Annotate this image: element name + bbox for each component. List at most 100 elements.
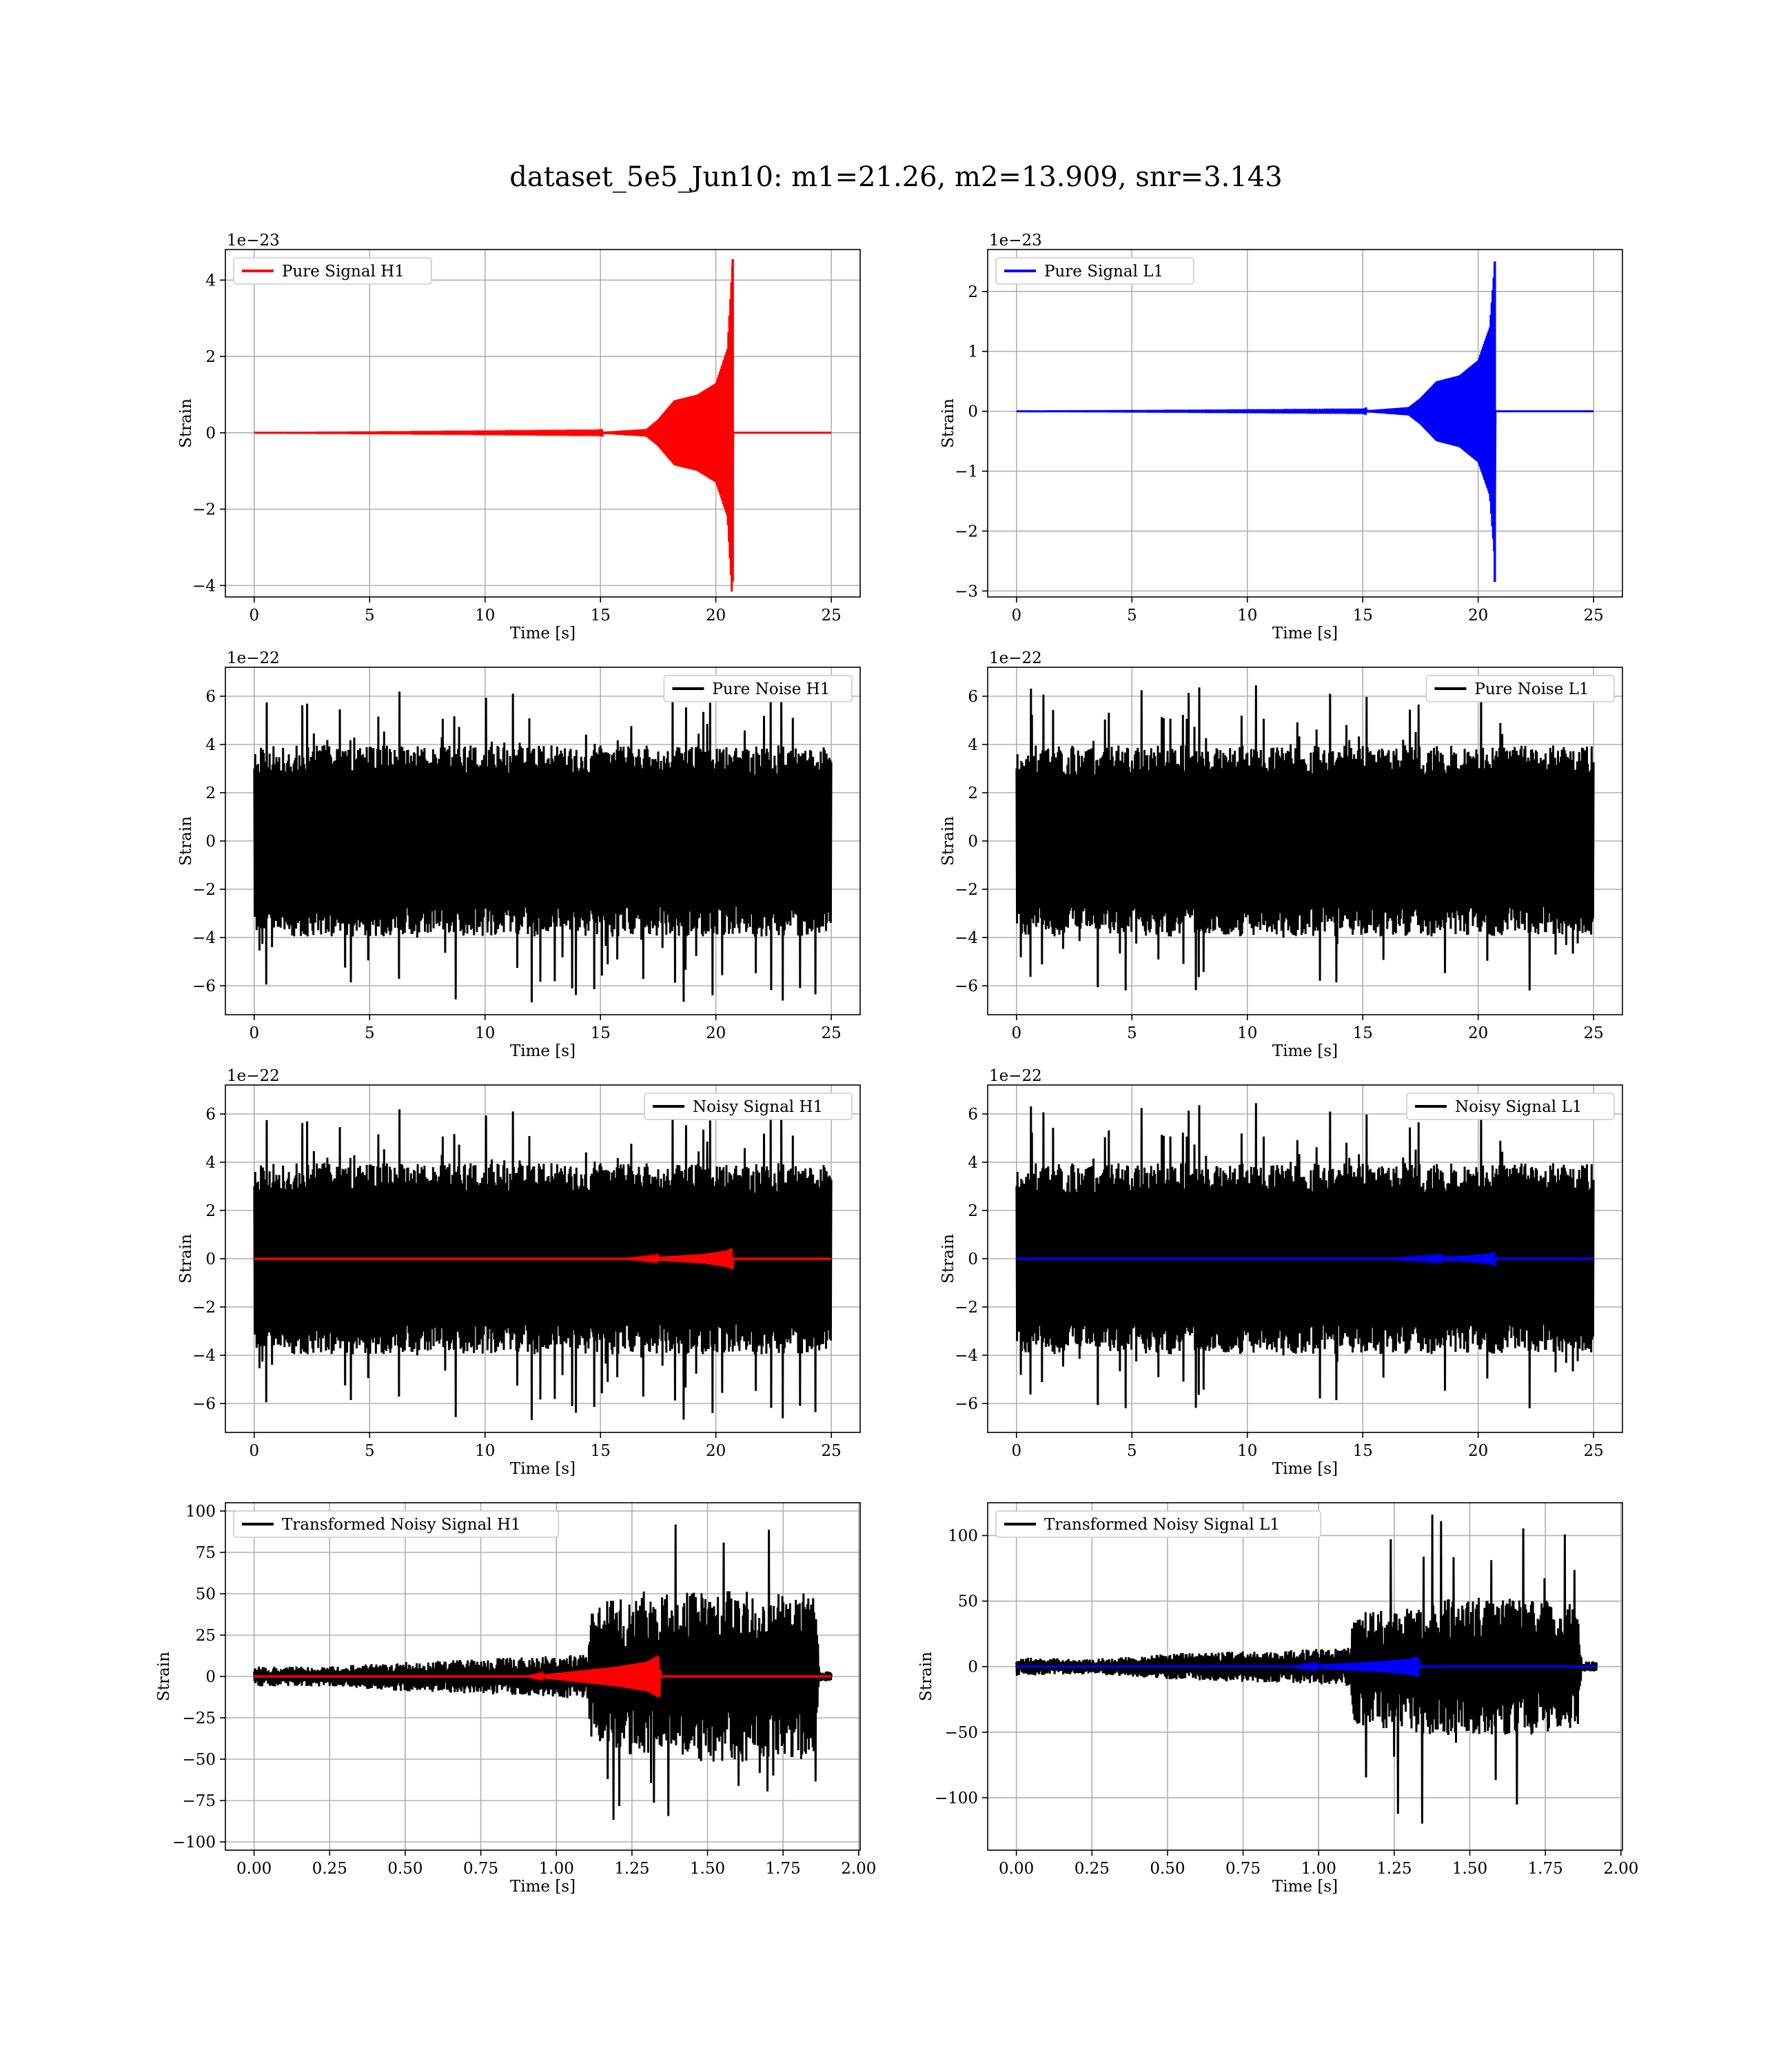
y-axis-label: Strain — [177, 1234, 195, 1284]
x-tick-label: 1.75 — [1528, 1860, 1563, 1878]
x-axis-label: Time [s] — [510, 1878, 576, 1896]
x-tick-label: 10 — [475, 1442, 495, 1460]
x-tick-label: 5 — [365, 607, 375, 625]
x-tick-label: 20 — [1468, 607, 1488, 625]
legend: Pure Noise H1 — [663, 675, 853, 702]
y-tick-label: −4 — [955, 1347, 978, 1365]
y-tick-label: 6 — [968, 688, 978, 706]
x-tick-label: 25 — [1583, 1024, 1603, 1042]
x-axis-label: Time [s] — [510, 1042, 576, 1060]
x-tick-label: 0.25 — [1075, 1860, 1110, 1878]
series-line-pure-noise-h1 — [253, 685, 833, 1003]
y-tick-label: 2 — [968, 784, 978, 802]
overlay-signal-line — [254, 1655, 832, 1698]
panel-pure-signal-h1: 0 5 10 15 20 25 −4 −2 0 2 4 Time [s] Strain 1e−23Pure… — [177, 232, 861, 642]
figure-title: dataset_5e5_Jun10: m1=21.26, m2=13.909, … — [509, 161, 1282, 193]
y-tick-label: −100 — [935, 1790, 978, 1807]
x-tick-label: 25 — [821, 1024, 841, 1042]
y-tick-label: 0 — [968, 833, 978, 851]
legend-label: Pure Signal H1 — [282, 263, 405, 281]
axis-offset-text: 1e−22 — [989, 649, 1042, 667]
x-tick-label: 15 — [591, 1442, 611, 1460]
x-tick-label: 1.25 — [1376, 1860, 1412, 1878]
axes-frame — [225, 249, 861, 598]
y-tick-label: 25 — [196, 1627, 216, 1645]
y-tick-label: −25 — [182, 1710, 216, 1727]
x-tick-label: 20 — [706, 607, 726, 625]
y-tick-label: 50 — [196, 1585, 216, 1603]
x-tick-label: 0.00 — [999, 1860, 1034, 1878]
y-tick-label: −50 — [182, 1751, 216, 1769]
x-tick-label: 0 — [250, 1024, 260, 1042]
x-tick-label: 0.75 — [463, 1860, 498, 1878]
x-tick-label: 20 — [706, 1024, 726, 1042]
axis-offset-text: 1e−22 — [227, 1067, 280, 1085]
x-tick-label: 1.75 — [766, 1860, 801, 1878]
y-tick-label: −6 — [955, 977, 978, 995]
x-tick-label: 1.50 — [690, 1860, 725, 1878]
x-tick-label: 20 — [1468, 1442, 1488, 1460]
legend-label: Pure Noise L1 — [1474, 680, 1589, 698]
y-tick-label: −2 — [192, 1299, 216, 1317]
y-tick-label: 0 — [968, 1659, 978, 1676]
panel-noisy-signal-l1: 0 5 10 15 20 25 −6 −4 −2 0 2 4 6 Time [s] Strain 1e−22 N… — [939, 1067, 1623, 1478]
panel-noisy-signal-h1: 0 5 10 15 20 25 −6 −4 −2 0 2 4 6 Time [s] Strain 1e−22 N… — [177, 1067, 861, 1478]
panel-pure-noise-h1: 0 5 10 15 20 25 −6 −4 −2 0 2 4 6 Time [s] Strain 1e−22 P… — [177, 649, 861, 1060]
x-tick-label: 2.00 — [841, 1860, 876, 1878]
x-tick-label: 15 — [1353, 607, 1373, 625]
x-tick-label: 5 — [365, 1442, 375, 1460]
legend-box — [663, 675, 853, 702]
x-axis-label: Time [s] — [1272, 1878, 1338, 1896]
axis-offset-text: 1e−22 — [227, 649, 280, 667]
y-tick-label: 2 — [205, 1202, 216, 1220]
x-tick-label: 25 — [821, 607, 841, 625]
legend: Pure Noise L1 — [1425, 675, 1615, 702]
y-tick-label: 2 — [968, 283, 978, 301]
axes-frame — [987, 1502, 1623, 1851]
legend-label: Transformed Noisy Signal L1 — [1044, 1516, 1280, 1534]
x-tick-label: 0 — [1012, 1442, 1022, 1460]
plot-area — [1016, 261, 1594, 582]
legend-box — [644, 1093, 853, 1120]
legend-box — [233, 257, 432, 285]
y-tick-label: −100 — [172, 1834, 216, 1852]
legend-label: Pure Noise H1 — [712, 680, 830, 698]
y-tick-label: −6 — [192, 1395, 216, 1413]
y-tick-label: 0 — [205, 425, 216, 443]
y-tick-label: 6 — [968, 1106, 978, 1124]
y-tick-label: 4 — [205, 1154, 216, 1172]
y-tick-label: 100 — [948, 1528, 978, 1545]
x-tick-label: 1.00 — [1301, 1860, 1336, 1878]
y-tick-label: 4 — [205, 736, 216, 754]
plot-area — [253, 685, 833, 1003]
y-tick-label: 4 — [968, 1154, 978, 1172]
x-tick-label: 10 — [1237, 607, 1257, 625]
y-tick-label: 4 — [205, 272, 216, 290]
y-tick-label: −50 — [944, 1724, 978, 1742]
x-tick-label: 10 — [475, 1024, 495, 1042]
y-axis-label: Strain — [177, 398, 195, 448]
x-tick-label: 0 — [1012, 1024, 1022, 1042]
y-axis-label: Strain — [155, 1652, 173, 1701]
x-tick-label: 15 — [591, 1024, 611, 1042]
x-tick-label: 5 — [1127, 607, 1137, 625]
x-tick-label: 0 — [250, 1442, 260, 1460]
legend: Pure Signal H1 — [233, 257, 432, 285]
y-tick-label: 0 — [205, 833, 216, 851]
y-tick-label: 100 — [185, 1503, 216, 1521]
axis-offset-text: 1e−23 — [989, 232, 1042, 250]
x-tick-label: 15 — [591, 607, 611, 625]
y-tick-label: 0 — [205, 1668, 216, 1686]
legend-box — [995, 257, 1194, 285]
legend: Pure Signal L1 — [995, 257, 1194, 285]
series-line-pure-signal-h1 — [254, 265, 832, 592]
legend-box — [1406, 1093, 1615, 1120]
x-tick-label: 15 — [1353, 1442, 1373, 1460]
plot-area — [254, 258, 832, 592]
plot-area — [1015, 1514, 1598, 1824]
x-tick-label: 10 — [475, 607, 495, 625]
y-tick-label: 75 — [196, 1544, 216, 1562]
overlay-signal-line — [1016, 1656, 1597, 1677]
y-tick-label: −75 — [182, 1792, 216, 1810]
